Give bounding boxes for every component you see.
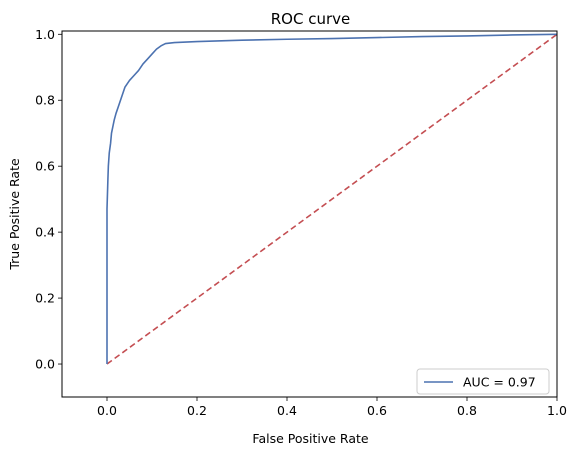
axes-frame xyxy=(61,30,558,398)
x-axis: 0.0 0.2 0.4 0.6 0.8 1.0 xyxy=(97,397,567,418)
chart-title: ROC curve xyxy=(271,10,351,28)
x-tick-label: 0.4 xyxy=(277,403,297,418)
y-tick-label: 1.0 xyxy=(35,27,55,42)
y-axis: 0.0 0.2 0.4 0.6 0.8 1.0 xyxy=(35,27,62,372)
y-tick-label: 0.4 xyxy=(35,225,55,240)
y-tick-label: 0.8 xyxy=(35,93,55,108)
x-tick-label: 0.8 xyxy=(457,403,477,418)
legend-entry-label: AUC = 0.97 xyxy=(463,375,536,390)
y-tick-label: 0.0 xyxy=(35,357,55,372)
x-tick-label: 1.0 xyxy=(547,403,567,418)
roc-curve-line xyxy=(106,33,557,365)
legend-box xyxy=(416,368,550,395)
plot-area xyxy=(106,33,557,365)
x-tick-label: 0.2 xyxy=(187,403,207,418)
y-tick-label: 0.2 xyxy=(35,291,55,306)
x-tick-label: 0.0 xyxy=(97,403,117,418)
chance-diagonal-line xyxy=(106,33,557,365)
y-tick-label: 0.6 xyxy=(35,159,55,174)
y-axis-label: True Positive Rate xyxy=(7,158,22,271)
x-axis-label: False Positive Rate xyxy=(252,431,368,446)
legend: AUC = 0.97 xyxy=(416,368,550,395)
x-tick-label: 0.6 xyxy=(367,403,387,418)
